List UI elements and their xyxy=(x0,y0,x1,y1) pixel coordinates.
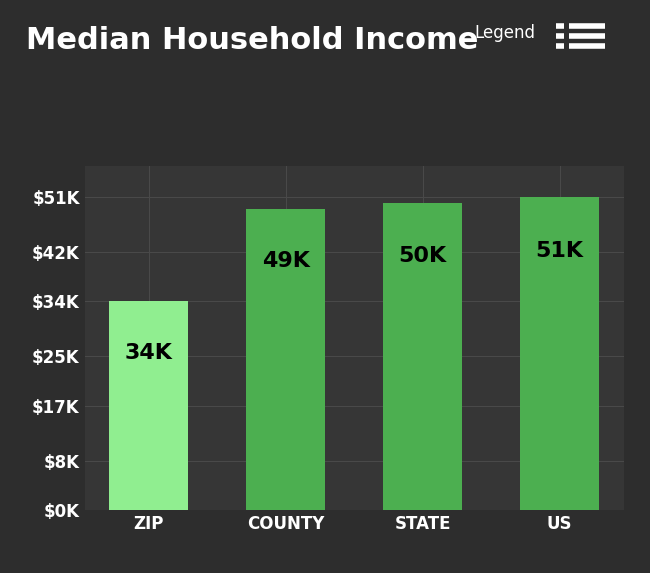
Bar xyxy=(383,203,463,510)
Bar xyxy=(109,301,188,510)
Text: 34K: 34K xyxy=(125,343,173,363)
Bar xyxy=(246,209,326,510)
Text: Legend: Legend xyxy=(474,24,536,42)
Text: 51K: 51K xyxy=(536,241,584,261)
Text: 50K: 50K xyxy=(398,246,447,266)
Text: Median Household Income: Median Household Income xyxy=(26,26,478,55)
Bar xyxy=(520,197,599,510)
Text: 49K: 49K xyxy=(262,251,309,271)
